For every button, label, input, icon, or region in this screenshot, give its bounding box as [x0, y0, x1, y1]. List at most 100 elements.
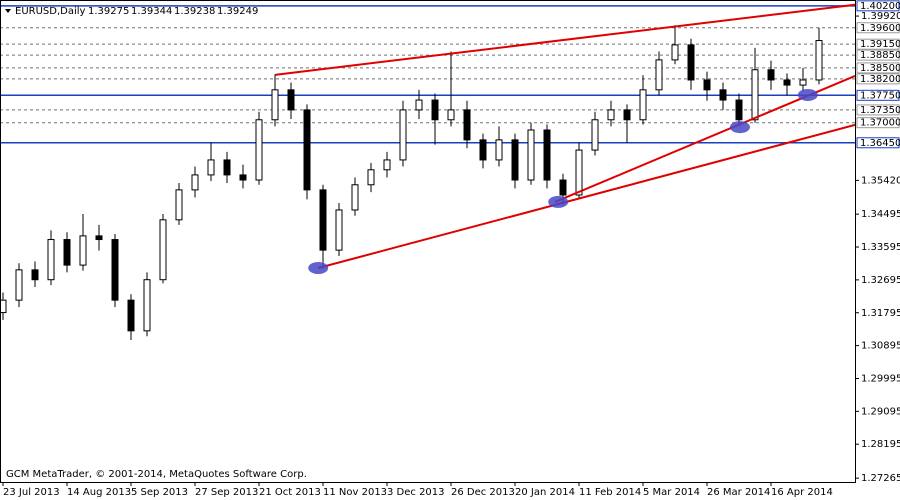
level-label: 1.40200 — [860, 1, 900, 12]
level-label-box — [856, 38, 900, 50]
candle-body — [591, 119, 599, 151]
candle-body — [335, 209, 343, 251]
candle-body — [191, 174, 199, 191]
candle-body — [607, 109, 615, 121]
candle-body — [127, 299, 135, 332]
level-label-box — [856, 104, 900, 116]
x-tick-label: 20 Jan 2014 — [515, 487, 575, 498]
y-tick-label: 1.33595 — [861, 242, 900, 253]
quote-value: 1.39344 — [131, 6, 172, 17]
candle-body — [367, 169, 375, 186]
candle-body — [351, 184, 359, 211]
candle-body — [15, 269, 23, 301]
candle-body — [31, 269, 39, 281]
y-tick-label: 1.29095 — [861, 406, 900, 417]
x-tick-label: 26 Dec 2013 — [451, 487, 515, 498]
candle-body — [175, 189, 183, 221]
x-tick-label: 27 Sep 2013 — [195, 487, 258, 498]
candle-body — [255, 119, 263, 181]
quote-value: 1.39238 — [174, 6, 215, 17]
candle-body — [447, 109, 455, 121]
x-tick-label: 5 Mar 2014 — [643, 487, 700, 498]
trendline — [274, 3, 856, 76]
level-label: 1.38200 — [860, 74, 900, 85]
y-tick-label: 1.35420 — [861, 175, 900, 186]
candle-body — [783, 79, 791, 86]
candle-body — [111, 239, 119, 301]
candle-body — [63, 239, 71, 266]
marker-ellipse — [308, 262, 329, 275]
level-label: 1.36450 — [860, 138, 900, 149]
candle-body — [575, 149, 583, 196]
plot-area — [0, 3, 856, 340]
level-label-box — [856, 0, 900, 12]
candle-body — [383, 159, 391, 171]
level-label-box — [856, 22, 900, 34]
x-tick-label: 3 Dec 2013 — [387, 487, 445, 498]
marker-ellipse — [548, 195, 569, 208]
level-label: 1.38500 — [860, 63, 900, 74]
candle-body — [271, 89, 279, 121]
candle-body — [79, 235, 87, 266]
footer: GCM MetaTrader, © 2001-2014, MetaQuotes … — [6, 469, 307, 480]
y-tick-label: 1.27265 — [861, 473, 900, 484]
symbol-title: EURUSD,Daily — [15, 6, 86, 17]
candle-body — [415, 99, 423, 111]
candle-body — [159, 219, 167, 281]
trendline — [317, 123, 856, 269]
level-label: 1.38850 — [860, 50, 900, 61]
candle-body — [223, 159, 231, 176]
candle-body — [735, 99, 743, 121]
y-tick-label: 1.31795 — [861, 308, 900, 319]
candle-body — [511, 139, 519, 181]
level-label: 1.39600 — [860, 23, 900, 34]
x-tick-label: 11 Feb 2014 — [579, 487, 641, 498]
candle-body — [815, 40, 823, 81]
candle-body — [559, 179, 567, 196]
candle-body — [479, 139, 487, 161]
candle-body — [463, 109, 471, 141]
candle-body — [431, 99, 439, 121]
candle-body — [655, 59, 663, 91]
x-tick-label: 26 Mar 2014 — [707, 487, 770, 498]
candle-body — [527, 129, 535, 181]
candle-body — [767, 69, 775, 81]
candle-body — [143, 279, 151, 332]
level-label-box — [856, 117, 900, 129]
level-label: 1.39150 — [860, 39, 900, 50]
candle-body — [751, 69, 759, 121]
x-tick-label: 11 Nov 2013 — [323, 487, 387, 498]
candle-body — [799, 79, 807, 86]
quote-value: 1.39275 — [88, 6, 129, 17]
y-tick-label: 1.32695 — [861, 275, 900, 286]
plot-border — [0, 0, 856, 483]
y-tick-label: 1.30895 — [861, 341, 900, 352]
menu-arrow[interactable] — [5, 9, 11, 13]
level-label-box — [856, 62, 900, 74]
candle-body — [0, 299, 7, 314]
candle-body — [287, 89, 295, 111]
candle-body — [399, 109, 407, 161]
y-tick-label: 1.29995 — [861, 373, 900, 384]
level-label-box — [856, 137, 900, 149]
x-tick-label: 5 Sep 2013 — [131, 487, 188, 498]
candle-body — [495, 139, 503, 161]
candle-body — [239, 174, 247, 181]
marker-ellipse — [729, 121, 750, 134]
x-tick-label: 14 Aug 2013 — [67, 487, 131, 498]
candle-body — [719, 89, 727, 101]
candle-body — [687, 44, 695, 81]
level-label: 1.37000 — [860, 118, 900, 129]
level-label-box — [856, 73, 900, 85]
y-tick-label: 1.34495 — [861, 209, 900, 220]
level-label-box — [856, 89, 900, 101]
candle-body — [207, 159, 215, 176]
candle-body — [303, 109, 311, 191]
x-tick-label: 21 Oct 2013 — [259, 487, 321, 498]
quotes: 1.39275 1.39344 1.39238 1.39249 — [88, 6, 258, 17]
y-tick-label: 1.28195 — [861, 439, 900, 450]
y-tick-label: 1.39920 — [861, 11, 900, 22]
level-label: 1.37750 — [860, 90, 900, 101]
